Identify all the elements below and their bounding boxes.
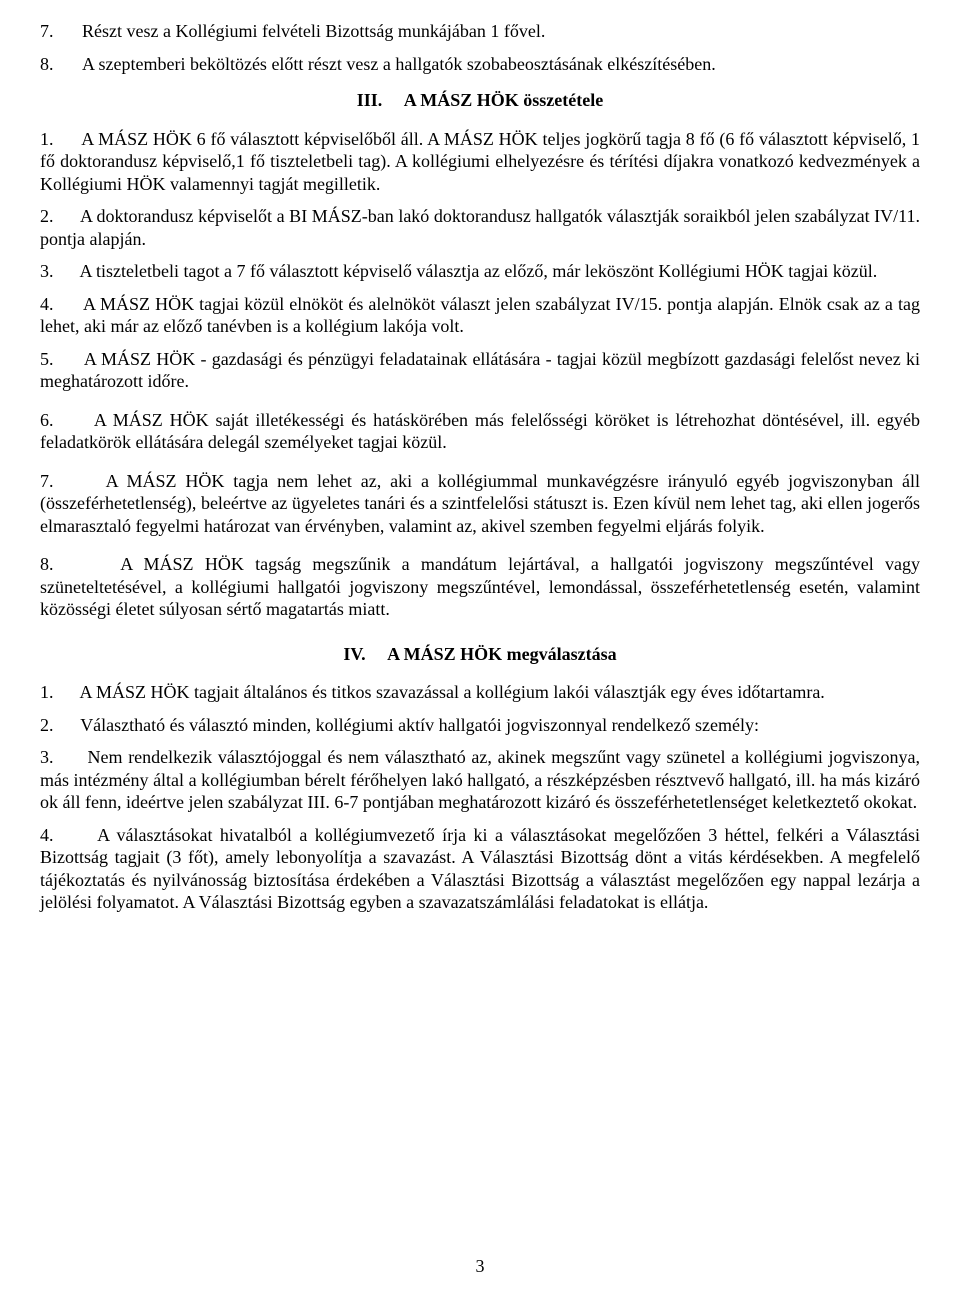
item-text: A MÁSZ HÖK tagjai közül elnököt és aleln… xyxy=(40,294,920,337)
list-item: 7. A MÁSZ HÖK tagja nem lehet az, aki a … xyxy=(40,470,920,538)
item-text: A MÁSZ HÖK 6 fő választott képviselőből … xyxy=(40,129,920,194)
list-item: 2. A doktorandusz képviselőt a BI MÁSZ-b… xyxy=(40,205,920,250)
item-text: A szeptemberi beköltözés előtt részt ves… xyxy=(82,53,920,76)
list-item: 1. A MÁSZ HÖK 6 fő választott képviselőb… xyxy=(40,128,920,196)
item-number: 4. xyxy=(40,294,54,314)
list-item: 2. Választható és választó minden, kollé… xyxy=(40,714,920,737)
item-text: Részt vesz a Kollégiumi felvételi Bizott… xyxy=(82,20,920,43)
section-title: A MÁSZ HÖK összetétele xyxy=(404,90,603,110)
item-text: Nem rendelkezik választójoggal és nem vá… xyxy=(40,747,920,812)
list-item: 4. A MÁSZ HÖK tagjai közül elnököt és al… xyxy=(40,293,920,338)
page-number: 3 xyxy=(0,1255,960,1278)
list-item: 3. Nem rendelkezik választójoggal és nem… xyxy=(40,746,920,814)
item-number: 3. xyxy=(40,261,54,281)
item-text: A MÁSZ HÖK - gazdasági és pénzügyi felad… xyxy=(40,349,920,392)
item-text: A tiszteletbeli tagot a 7 fő választott … xyxy=(80,261,878,281)
item-number: 6. xyxy=(40,410,54,430)
item-number: 5. xyxy=(40,349,54,369)
item-number: 7. xyxy=(40,20,82,43)
item-number: 1. xyxy=(40,129,54,149)
item-text: A választásokat hivatalból a kollégiumve… xyxy=(40,825,920,913)
list-item: 3. A tiszteletbeli tagot a 7 fő választo… xyxy=(40,260,920,283)
item-text: A MÁSZ HÖK saját illetékességi és hatásk… xyxy=(40,410,920,453)
item-text: A MÁSZ HÖK tagja nem lehet az, aki a kol… xyxy=(40,471,920,536)
section-title: A MÁSZ HÖK megválasztása xyxy=(387,644,617,664)
item-text: A MÁSZ HÖK tagjait általános és titkos s… xyxy=(80,682,825,702)
list-item: 5. A MÁSZ HÖK - gazdasági és pénzügyi fe… xyxy=(40,348,920,393)
item-number: 8. xyxy=(40,554,54,574)
item-number: 7. xyxy=(40,471,54,491)
section-number: III. xyxy=(357,89,383,112)
list-item: 8. A MÁSZ HÖK tagság megszűnik a mandátu… xyxy=(40,553,920,621)
item-text: A MÁSZ HÖK tagság megszűnik a mandátum l… xyxy=(40,554,920,619)
item-number: 2. xyxy=(40,206,54,226)
item-text: Választható és választó minden, kollégiu… xyxy=(80,715,759,735)
section-number: IV. xyxy=(343,643,365,666)
list-item: 6. A MÁSZ HÖK saját illetékességi és hat… xyxy=(40,409,920,454)
item-number: 1. xyxy=(40,682,54,702)
list-item: 8. A szeptemberi beköltözés előtt részt … xyxy=(40,53,920,76)
list-item: 4. A választásokat hivatalból a kollégiu… xyxy=(40,824,920,914)
section-heading-iv: IV. A MÁSZ HÖK megválasztása xyxy=(40,643,920,666)
item-number: 3. xyxy=(40,747,54,767)
item-number: 2. xyxy=(40,715,54,735)
item-text: A doktorandusz képviselőt a BI MÁSZ-ban … xyxy=(40,206,920,249)
list-item: 7. Részt vesz a Kollégiumi felvételi Biz… xyxy=(40,20,920,43)
item-number: 4. xyxy=(40,825,54,845)
page: 7. Részt vesz a Kollégiumi felvételi Biz… xyxy=(0,0,960,1289)
list-item: 1. A MÁSZ HÖK tagjait általános és titko… xyxy=(40,681,920,704)
section-heading-iii: III. A MÁSZ HÖK összetétele xyxy=(40,89,920,112)
item-number: 8. xyxy=(40,53,82,76)
